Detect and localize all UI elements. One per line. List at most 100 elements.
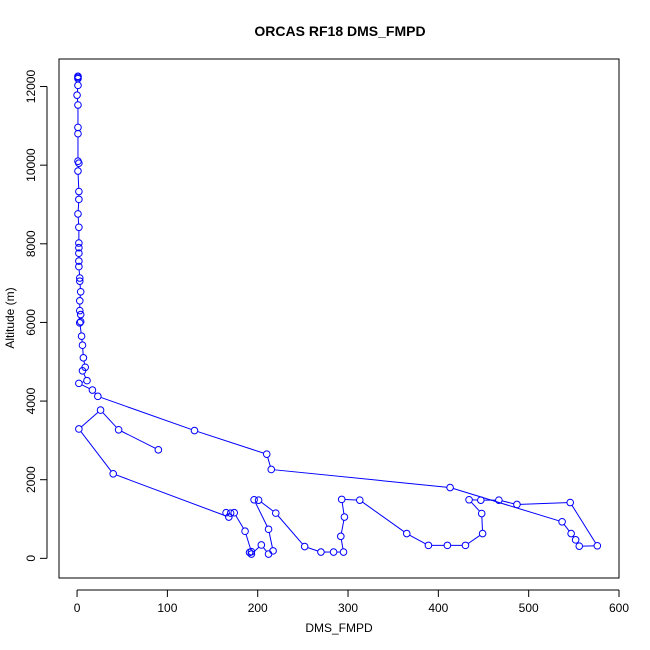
series-segment — [80, 431, 112, 472]
data-point — [74, 81, 82, 90]
data-point — [75, 379, 83, 388]
x-tick-label: 400 — [428, 601, 448, 615]
series-segment — [255, 502, 268, 527]
data-point — [355, 496, 364, 504]
data-point — [75, 239, 83, 247]
data-point — [247, 550, 256, 558]
series-segment — [563, 524, 570, 532]
data-point — [317, 548, 325, 556]
data-point — [109, 470, 117, 478]
data-point — [593, 541, 602, 550]
series-segment — [277, 515, 303, 545]
series-segment — [83, 360, 86, 365]
data-point — [478, 529, 487, 538]
data-point — [257, 541, 266, 549]
data-point — [78, 366, 87, 375]
x-axis-label: DMS_FMPD — [305, 621, 373, 635]
series-segment — [340, 520, 345, 534]
data-point — [575, 542, 584, 550]
data-point — [75, 297, 84, 305]
data-point — [74, 210, 82, 218]
data-point — [96, 406, 105, 414]
series-segment — [520, 502, 567, 505]
y-tick-label: 8000 — [24, 230, 38, 257]
data-point — [76, 287, 85, 296]
series-segment — [235, 515, 244, 529]
data-point — [75, 306, 84, 315]
data-point — [465, 495, 473, 504]
x-tick-label: 200 — [248, 601, 268, 615]
y-tick-label: 4000 — [24, 387, 38, 414]
data-point — [226, 509, 235, 517]
data-point — [402, 529, 411, 538]
series-segment — [501, 500, 514, 505]
data-point — [571, 536, 580, 544]
series-segment — [571, 505, 596, 544]
series-segment — [81, 411, 99, 428]
data-point — [74, 72, 82, 81]
data-point — [75, 195, 83, 204]
series-segment — [197, 431, 264, 454]
x-tick-label: 600 — [609, 601, 629, 615]
data-point — [300, 542, 309, 551]
y-axis-label: Altitude (m) — [3, 287, 17, 348]
series-segment — [274, 469, 447, 488]
data-point — [443, 541, 452, 550]
data-point — [114, 425, 123, 434]
y-tick-label: 6000 — [24, 309, 38, 336]
data-point — [83, 376, 91, 385]
data-point — [262, 450, 271, 458]
series-segment — [102, 412, 117, 428]
data-point — [74, 129, 82, 138]
data-point — [76, 317, 85, 326]
data-point — [75, 274, 84, 282]
data-point — [424, 541, 433, 550]
series-segment — [100, 396, 192, 430]
series-segment — [81, 384, 90, 390]
data-point — [75, 277, 84, 285]
data-point — [267, 465, 276, 474]
x-tick-label: 100 — [157, 601, 177, 615]
data-point — [495, 496, 503, 504]
data-point — [75, 187, 83, 196]
y-tick-label: 10000 — [24, 148, 38, 182]
series-segment — [267, 457, 271, 467]
data-point — [77, 332, 86, 340]
data-point — [567, 529, 575, 538]
series-points — [73, 72, 602, 558]
series-segment — [83, 373, 87, 378]
series-segment — [307, 547, 318, 552]
data-point — [75, 223, 83, 232]
series-segment — [79, 326, 82, 333]
series-segment — [245, 534, 251, 549]
series-segment — [362, 501, 405, 533]
y-tick-label: 2000 — [24, 466, 38, 493]
y-axis: 0 2000 4000 6000 8000 10000 12000 — [24, 70, 48, 562]
series-segment — [340, 539, 344, 549]
x-tick-label: 500 — [519, 601, 539, 615]
data-point — [446, 483, 454, 492]
data-point — [477, 509, 486, 518]
data-point — [75, 262, 83, 271]
plot-frame — [58, 58, 620, 579]
data-point — [78, 341, 87, 350]
data-point — [75, 425, 83, 433]
data-point — [340, 513, 349, 521]
data-point — [254, 496, 263, 504]
data-point — [75, 319, 84, 327]
series-segment — [262, 547, 267, 552]
x-axis: 0 100 200 300 400 500 600 — [74, 589, 629, 615]
series-segment — [268, 532, 273, 548]
data-point — [88, 386, 97, 394]
series-segment — [77, 174, 80, 189]
data-point — [241, 527, 249, 536]
data-point — [513, 500, 521, 509]
data-point — [154, 446, 163, 454]
data-point — [190, 426, 199, 435]
series-segment — [260, 501, 274, 512]
series-segment — [467, 535, 481, 544]
data-point — [74, 167, 82, 175]
data-point — [75, 257, 83, 265]
